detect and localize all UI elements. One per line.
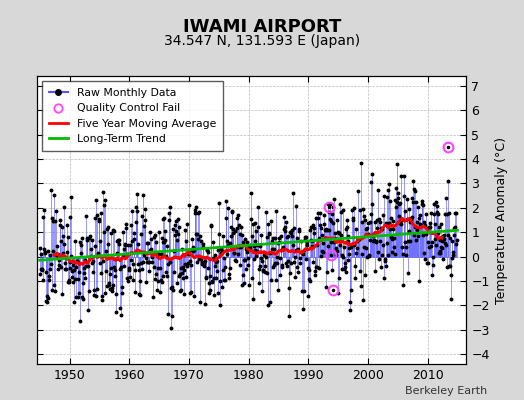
Text: 34.547 N, 131.593 E (Japan): 34.547 N, 131.593 E (Japan) bbox=[164, 34, 360, 48]
Text: Berkeley Earth: Berkeley Earth bbox=[405, 386, 487, 396]
Text: IWAMI AIRPORT: IWAMI AIRPORT bbox=[183, 18, 341, 36]
Legend: Raw Monthly Data, Quality Control Fail, Five Year Moving Average, Long-Term Tren: Raw Monthly Data, Quality Control Fail, … bbox=[42, 82, 223, 151]
Y-axis label: Temperature Anomaly (°C): Temperature Anomaly (°C) bbox=[495, 136, 508, 304]
